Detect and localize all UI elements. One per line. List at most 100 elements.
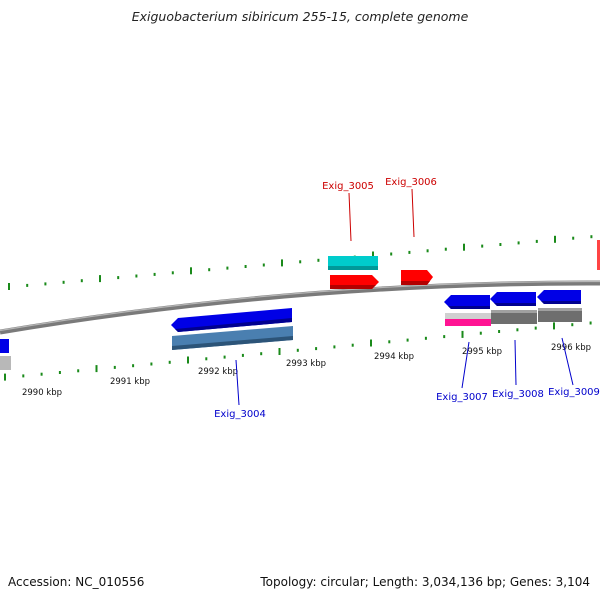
cyan-feature-shadow (328, 266, 378, 270)
inner-ring-minor-tick (205, 357, 208, 361)
inner-ring-minor-tick (479, 331, 482, 335)
scale-label-2995: 2995 kbp (462, 347, 502, 357)
inner-ring-minor-tick (534, 326, 537, 330)
gene-arrow-exig-3009-shade (541, 301, 581, 304)
leader-exig-3008 (514, 339, 517, 386)
inner-ring-minor-tick (589, 321, 592, 325)
inner-ring-minor-tick (40, 372, 43, 376)
gene-arrow-exig-3007-shade (448, 306, 490, 309)
outer-ring-major-tick (372, 251, 374, 259)
pink-feature-bar (445, 319, 491, 326)
outer-ring-minor-tick (171, 271, 174, 275)
outer-ring-minor-tick (117, 276, 120, 280)
gray-feature-3008-top (491, 310, 537, 313)
gene-label-exig-3009[interactable]: Exig_3009 (548, 387, 600, 398)
leader-exig-3007 (461, 341, 470, 389)
outer-ring-minor-tick (244, 265, 247, 268)
gene-label-exig-3007[interactable]: Exig_3007 (436, 392, 488, 403)
inner-ring-minor-tick (150, 362, 153, 366)
gene-labels: Exig_3005 Exig_3006 Exig_3004 Exig_3007 … (214, 177, 600, 420)
gene-arrow-exig-3006-shade (401, 281, 430, 285)
leader-exig-3009 (561, 337, 574, 386)
inner-ring-minor-tick (333, 345, 336, 349)
inner-ring-minor-tick (351, 343, 354, 347)
outer-ring-minor-tick (226, 266, 229, 270)
leader-exig-3004 (235, 359, 240, 406)
inner-tick-ring (4, 321, 592, 381)
reverse-features (0, 290, 582, 370)
inner-ring-minor-tick (516, 328, 519, 332)
inner-ring-minor-tick (113, 365, 116, 369)
gene-label-exig-3006[interactable]: Exig_3006 (385, 177, 437, 188)
scale-label-2993: 2993 kbp (286, 359, 326, 369)
gene-label-exig-3005[interactable]: Exig_3005 (322, 181, 374, 192)
gray-feature-3009-top (538, 308, 582, 311)
leader-exig-3006 (411, 188, 415, 238)
scale-label-2990: 2990 kbp (22, 388, 62, 398)
inner-ring-minor-tick (260, 352, 263, 356)
outer-ring-minor-tick (80, 279, 83, 283)
inner-ring-major-tick (4, 373, 6, 381)
gene-arrow-exig-3004-shade (175, 318, 292, 332)
outer-ring-major-tick (8, 283, 10, 290)
genome-backbone (0, 280, 600, 335)
gene-arrow-exig-3005-shade (330, 285, 376, 289)
leader-exig-3005 (348, 192, 352, 242)
outer-tick-ring (8, 235, 593, 290)
edge-reverse-feature[interactable] (0, 339, 9, 353)
inner-ring-minor-tick (58, 371, 61, 374)
inner-ring-minor-tick (388, 340, 391, 344)
inner-ring-minor-tick (406, 338, 409, 342)
genome-summary-label: Topology: circular; Length: 3,034,136 bp… (260, 575, 590, 589)
outer-ring-minor-tick (426, 249, 429, 253)
genome-title: Exiguobacterium sibiricum 255-15, comple… (131, 9, 469, 24)
scale-label-2991: 2991 kbp (110, 377, 150, 387)
inner-ring-minor-tick (168, 360, 171, 364)
pink-feature[interactable] (445, 313, 491, 320)
gene-arrow-exig-3007[interactable] (444, 295, 490, 309)
scale-label-2996: 2996 kbp (551, 343, 591, 353)
outer-ring-minor-tick (135, 274, 138, 278)
outer-ring-minor-tick (390, 252, 393, 256)
gray-feature-3009[interactable] (538, 308, 582, 322)
outer-ring-minor-tick (572, 236, 575, 240)
accession-label: Accession: NC_010556 (8, 575, 145, 589)
gene-arrow-exig-3008-shade (494, 303, 536, 306)
inner-ring-minor-tick (443, 335, 446, 339)
gene-label-exig-3004[interactable]: Exig_3004 (214, 409, 266, 420)
outer-ring-minor-tick (317, 258, 320, 262)
gene-arrow-exig-3009[interactable] (537, 290, 581, 304)
inner-ring-major-tick (187, 356, 189, 364)
inner-ring-major-tick (278, 348, 281, 355)
outer-ring-minor-tick (499, 243, 502, 246)
outer-ring-minor-tick (262, 263, 265, 267)
inner-ring-minor-tick (498, 330, 501, 333)
inner-ring-minor-tick (424, 336, 427, 340)
outer-ring-minor-tick (26, 283, 29, 287)
edge-forward-feature[interactable] (597, 240, 600, 270)
outer-ring-minor-tick (590, 235, 593, 239)
inner-ring-minor-tick (571, 323, 574, 327)
outer-ring-minor-tick (481, 244, 484, 248)
inner-ring-minor-tick (241, 353, 244, 357)
outer-ring-minor-tick (517, 241, 520, 245)
scale-label-2994: 2994 kbp (374, 352, 414, 362)
scale-labels: 2990 kbp 2991 kbp 2992 kbp 2993 kbp 2994… (22, 343, 591, 398)
outer-ring-minor-tick (44, 282, 47, 286)
outer-ring-major-tick (99, 275, 101, 283)
genome-backbone-highlight (0, 280, 600, 332)
outer-ring-minor-tick (208, 268, 211, 272)
inner-ring-minor-tick (315, 347, 318, 351)
edge-gray-feature[interactable] (0, 356, 11, 370)
outer-ring-minor-tick (62, 280, 65, 284)
gene-arrow-exig-3008[interactable] (490, 292, 536, 306)
scale-label-2992: 2992 kbp (198, 367, 238, 377)
inner-ring-major-tick (553, 322, 555, 330)
gene-arrow-exig-3004[interactable] (171, 308, 292, 332)
outer-ring-major-tick (190, 267, 192, 275)
gene-label-exig-3008[interactable]: Exig_3008 (492, 389, 544, 400)
gray-feature-3008[interactable] (491, 310, 537, 324)
inner-ring-major-tick (370, 339, 372, 347)
